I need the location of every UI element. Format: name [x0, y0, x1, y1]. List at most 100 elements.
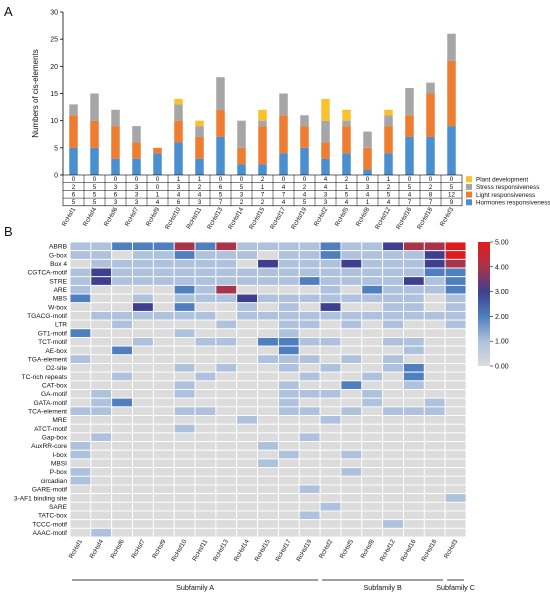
heatmap-cell — [403, 432, 425, 443]
bar-segment — [258, 164, 267, 175]
column-label: RcHsf13 — [212, 538, 230, 563]
heatmap-cell — [444, 501, 467, 512]
heatmap-cell — [423, 310, 446, 321]
heatmap-cell — [215, 328, 238, 338]
x-tick-label: RcHsf14 — [227, 206, 245, 231]
heatmap-cell — [236, 475, 259, 486]
heatmap-cell — [403, 458, 425, 469]
heatmap-cell — [444, 250, 467, 260]
heatmap-cell — [382, 380, 404, 390]
heatmap-cell — [90, 354, 113, 364]
group-label: Subfamily A — [176, 583, 214, 592]
heatmap-cell — [423, 336, 446, 347]
heatmap-cell — [403, 519, 425, 529]
heatmap-cell — [319, 493, 342, 503]
heatmap-cell — [298, 363, 321, 373]
heatmap-cell — [90, 345, 113, 356]
heatmap-cell — [173, 284, 196, 295]
row-label: Gap-box — [42, 435, 68, 442]
heatmap-cell — [382, 389, 404, 399]
heatmap-cell — [236, 250, 259, 260]
heatmap-cell — [215, 432, 238, 443]
bar-segment — [111, 109, 120, 127]
heatmap-cell — [382, 371, 404, 382]
heatmap-cell — [111, 423, 133, 434]
heatmap-cell — [403, 276, 425, 286]
x-tick-label: RcHsf3 — [439, 206, 456, 228]
heatmap-cell — [277, 302, 300, 312]
heatmap-cell — [257, 458, 279, 469]
heatmap-cell — [340, 441, 363, 451]
heatmap-cell — [257, 336, 279, 347]
panel-label-b: B — [4, 224, 13, 239]
heatmap-cell — [340, 449, 363, 460]
heatmap-cell — [69, 527, 92, 538]
table-cell: 5 — [219, 192, 223, 199]
colorbar-bar — [478, 242, 490, 366]
heatmap-cell — [111, 467, 133, 477]
heatmap-cell — [298, 484, 321, 495]
heatmap-cell — [382, 519, 404, 529]
heatmap-cell — [132, 293, 154, 304]
heatmap-cell — [152, 484, 175, 495]
heatmap-cell — [340, 336, 363, 347]
heatmap-cell — [444, 319, 467, 330]
heatmap-cell — [277, 484, 300, 495]
row-label: GT1-motif — [38, 330, 67, 337]
heatmap-cell — [152, 302, 175, 312]
heatmap-cell — [298, 380, 321, 390]
table-cell: 0 — [219, 176, 223, 183]
heatmap-cell — [111, 336, 133, 347]
heatmap-cell — [403, 328, 425, 338]
legend-swatch — [466, 199, 472, 206]
row-label: 3-AF1 binding site — [14, 495, 67, 502]
heatmap-cell — [215, 501, 238, 512]
heatmap-cell — [403, 501, 425, 512]
heatmap-cell — [236, 527, 259, 538]
heatmap-cell — [173, 397, 196, 408]
heatmap-cell — [423, 467, 446, 477]
row-label: G-box — [49, 252, 68, 259]
heatmap-cell — [423, 363, 446, 373]
heatmap-cell — [257, 354, 279, 364]
bar-segment — [384, 153, 393, 175]
heatmap-cell — [111, 345, 133, 356]
row-label: I-box — [52, 452, 67, 459]
heatmap-cell — [69, 475, 92, 486]
heatmap-cell — [215, 250, 238, 260]
heatmap-cell — [403, 441, 425, 451]
column-label: RcHsf5 — [339, 538, 356, 560]
heatmap-cell — [403, 449, 425, 460]
heatmap-cell — [361, 467, 384, 477]
group-label: Subfamily B — [363, 583, 402, 592]
legend-swatch — [466, 176, 472, 183]
heatmap-cell — [444, 258, 467, 269]
heatmap-cell — [298, 501, 321, 512]
colorbar-tick-label: 5.00 — [495, 240, 509, 247]
row-label: ARE — [53, 287, 67, 294]
heatmap-cell — [236, 258, 259, 269]
heatmap-cell — [215, 284, 238, 295]
row-label: TC-rich repeats — [22, 374, 68, 381]
heatmap-cell — [277, 423, 300, 434]
heatmap-cell — [444, 510, 467, 521]
heatmap-cell — [298, 415, 321, 425]
heatmap-cell — [236, 397, 259, 408]
bar-segment — [405, 136, 414, 175]
heatmap-cell — [298, 449, 321, 460]
heatmap-cell — [340, 458, 363, 469]
row-label: GA-motif — [41, 391, 67, 398]
heatmap-cell — [111, 293, 133, 304]
heatmap-cell — [152, 267, 175, 278]
heatmap-cell — [69, 501, 92, 512]
table-cell: 4 — [282, 184, 286, 191]
heatmap-cell — [173, 258, 196, 269]
table-cell: 4 — [345, 199, 349, 206]
heatmap-cell — [111, 241, 133, 252]
heatmap-cell — [319, 510, 342, 521]
heatmap-cell — [132, 406, 154, 416]
heatmap-cell — [132, 458, 154, 469]
legend-label: Plant development — [476, 176, 528, 183]
column-label: RcHsf8 — [360, 538, 377, 560]
